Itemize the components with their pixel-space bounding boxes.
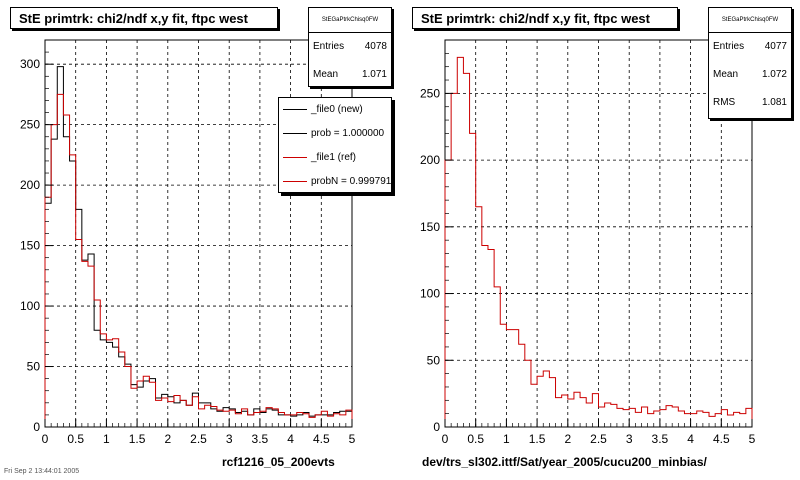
stats-histogram-name: StEGaPtrkChisq0FW [309,8,391,33]
legend-swatch [283,181,307,182]
footer-dataset-label: rcf1216_05_200evts [222,455,335,469]
legend-box: _file0 (new) prob = 1.000000 _file1 (ref… [278,97,392,193]
chart-title-text: StE primtrk: chi2/ndf x,y fit, ftpc west [19,11,248,26]
stats-key: Entries [713,41,745,52]
x-tick-label: 3.5 [652,432,669,446]
legend-entry-file0: _file0 (new) [279,98,391,122]
x-tick-label: 4.5 [313,432,330,446]
stats-key: Mean [313,69,339,80]
x-tick-label: 2.5 [190,432,207,446]
x-tick-label: 3 [226,432,233,446]
x-tick-label: 5 [349,432,356,446]
legend-label: _file1 (ref) [311,152,357,163]
stats-row-rms: RMS 1.081 [709,89,791,117]
stats-box: StEGaPtrkChisq0FW Entries 4077 Mean 1.07… [708,7,792,119]
x-tick-label: 1 [103,432,110,446]
x-tick-label: 3 [626,432,633,446]
legend-label: _file0 (new) [311,104,363,115]
legend-entry-file1: _file1 (ref) [279,146,391,170]
chart-title: StE primtrk: chi2/ndf x,y fit, ftpc west [412,7,678,29]
legend-entry-prob: prob = 1.000000 [279,122,391,146]
x-tick-label: 4 [287,432,294,446]
y-tick-label: 0 [433,420,440,434]
y-tick-label: 150 [20,239,40,253]
y-tick-label: 300 [20,57,40,71]
y-tick-label: 150 [420,220,440,234]
stats-histogram-name: StEGaPtrkChisq0FW [709,8,791,33]
x-tick-label: 5 [749,432,756,446]
x-tick-label: 2 [164,432,171,446]
histogram-series-line [44,93,353,427]
y-tick-label: 250 [20,118,40,132]
histogram-panel-right: 0 0.5 1 1.5 2 2.5 3 3.5 4 4.5 5 0 50 100 150 200 250 StE… [400,0,800,480]
stats-key: Mean [713,69,739,80]
x-tick-label: 2.5 [590,432,607,446]
stats-value: 4077 [764,41,787,52]
x-tick-label: 0 [42,432,49,446]
stats-value: 1.081 [761,97,787,108]
legend-swatch [283,133,307,134]
y-tick-label: 50 [427,353,441,367]
x-tick-label: 4 [687,432,694,446]
y-tick-label: 250 [420,86,440,100]
x-tick-label: 3.5 [252,432,269,446]
histogram-series-line [444,56,753,427]
legend-swatch [283,109,307,110]
y-tick-label: 100 [20,299,40,313]
chart-title-text: StE primtrk: chi2/ndf x,y fit, ftpc west [421,11,650,26]
stats-row-mean: Mean 1.072 [709,61,791,89]
y-tick-label: 200 [20,178,40,192]
x-tick-label: 0.5 [67,432,84,446]
legend-label: probN = 0.999791 [311,176,391,187]
x-tick-label: 0.5 [467,432,484,446]
stats-key: Entries [313,41,345,52]
x-tick-label: 0 [442,432,449,446]
legend-label: prob = 1.000000 [311,128,385,139]
stats-row-mean: Mean 1.071 [309,61,391,89]
y-tick-label: 200 [420,153,440,167]
histogram-panel-left: 0 0.5 1 1.5 2 2.5 3 3.5 4 4.5 5 0 50 100 150 200 250 300 … [4,7,392,475]
stats-box: StEGaPtrkChisq0FW Entries 4078 Mean 1.07… [308,7,392,87]
chart-title: StE primtrk: chi2/ndf x,y fit, ftpc west [10,7,278,29]
x-tick-label: 2 [564,432,571,446]
x-tick-label: 4.5 [713,432,730,446]
legend-swatch [283,157,307,158]
corner-timestamp: Fri Sep 2 13:44:01 2005 [4,468,80,475]
stats-value: 1.071 [361,69,387,80]
y-tick-label: 100 [420,287,440,301]
stats-value: 1.072 [761,69,787,80]
y-tick-label: 50 [27,360,41,374]
x-tick-label: 1.5 [129,432,146,446]
stats-row-entries: Entries 4078 [309,33,391,61]
stats-row-entries: Entries 4077 [709,33,791,61]
stats-key: RMS [713,97,736,108]
x-tick-label: 1 [503,432,510,446]
x-tick-label: 1.5 [529,432,546,446]
y-tick-label: 0 [33,420,40,434]
stats-value: 4078 [364,41,387,52]
footer-dataset-label: dev/trs_sl302.ittf/Sat/year_2005/cucu200… [422,455,707,469]
legend-entry-probn: probN = 0.999791 [279,170,391,194]
